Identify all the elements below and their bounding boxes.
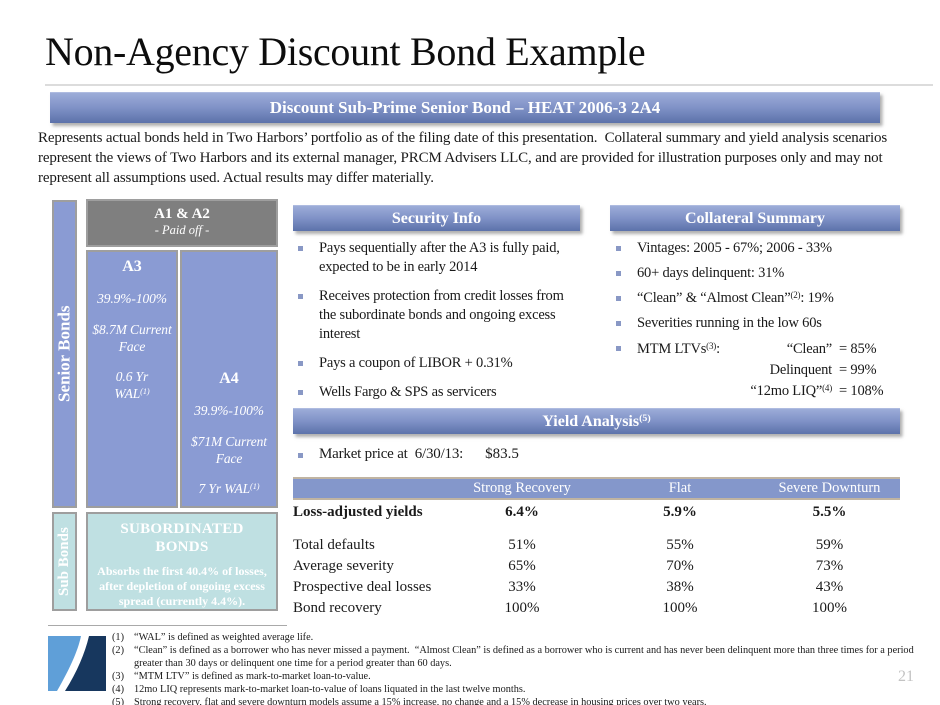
bullet-square-icon [298, 294, 303, 299]
tranche-a3-title: A3 [122, 258, 142, 275]
market-price-item: Market price at 6/30/13: $83.5 [296, 446, 519, 463]
tranche-a3-box: A3 39.9%-100% $8.7M Current Face 0.6 Yr … [86, 250, 178, 508]
subordinated-bonds-title: SUBORDINATED BONDS [120, 521, 244, 555]
footer-divider [48, 625, 287, 626]
list-item: 60+ days delinquent: 31% [614, 264, 910, 283]
tranche-a4-box: A4 39.9%-100% $71M Current Face 7 Yr WAL… [180, 250, 278, 508]
bullet-square-icon [298, 361, 303, 366]
bullet-square-icon [298, 246, 303, 251]
list-item: Severities running in the low 60s [614, 314, 910, 333]
footnote: (2) “Clean” is defined as a borrower who… [112, 645, 917, 669]
footnote: (1) “WAL” is defined as weighted average… [112, 632, 314, 643]
footnote: (3) “MTM LTV” is defined as mark-to-mark… [112, 671, 371, 682]
yield-analysis-header: Yield Analysis(5) [293, 408, 900, 434]
banner-bar: Discount Sub-Prime Senior Bond – HEAT 20… [50, 92, 880, 123]
bullet-square-icon [616, 296, 621, 301]
mtm-ltv-row: “12mo LIQ”(4) = 108% [750, 382, 884, 399]
tranche-a3-wal: 0.6 Yr WAL(1) [114, 369, 150, 401]
table-row: Average severity 65% 70% 73% [293, 558, 844, 574]
senior-bonds-label: Senior Bonds [52, 200, 77, 508]
table-header-row: Strong Recovery Flat Severe Downturn [293, 477, 900, 500]
footnote: (5) Strong recovery, flat and severe dow… [112, 697, 707, 705]
bullet-square-icon [616, 321, 621, 326]
bullet-square-icon [616, 346, 621, 351]
collateral-summary-header: Collateral Summary [610, 205, 900, 231]
tranche-a3-range: 39.9%-100% [97, 291, 167, 306]
bullet-square-icon [616, 271, 621, 276]
subordinated-bonds-box: SUBORDINATED BONDS Absorbs the first 40.… [86, 512, 278, 611]
market-price-value: $83.5 [485, 446, 519, 462]
collateral-summary-list: Vintages: 2005 - 67%; 2006 - 33% 60+ day… [614, 239, 910, 408]
mtm-ltv-block: MTM LTVs(3): “Clean” = 85% Delinquent = … [637, 339, 899, 402]
mtm-ltv-row: MTM LTVs(3): “Clean” = 85% [637, 340, 877, 357]
tranche-a1a2-subtitle: - Paid off - [154, 223, 210, 237]
list-item: Pays sequentially after the A3 is fully … [296, 239, 580, 277]
table-row: Bond recovery 100% 100% 100% [293, 600, 847, 616]
list-item: Pays a coupon of LIBOR + 0.31% [296, 354, 580, 373]
page-title: Non-Agency Discount Bond Example [45, 29, 646, 74]
list-item: Wells Fargo & SPS as servicers [296, 383, 580, 402]
disclaimer-text: Represents actual bonds held in Two Harb… [38, 130, 891, 186]
list-item: “Clean” & “Almost Clean”(2): 19% [614, 289, 910, 308]
tranche-a4-wal: 7 Yr WAL(1) [198, 481, 260, 496]
subordinated-bonds-body: Absorbs the first 40.4% of losses, after… [97, 564, 267, 608]
yield-analysis-table: Strong Recovery Flat Severe Downturn Los… [293, 477, 900, 619]
tranche-a4-range: 39.9%-100% [194, 403, 264, 418]
list-item: Vintages: 2005 - 67%; 2006 - 33% [614, 239, 910, 258]
footnote: (4) 12mo LIQ represents mark-to-market l… [112, 684, 526, 695]
bullet-square-icon [616, 246, 621, 251]
tranche-a4-title: A4 [219, 370, 239, 387]
security-info-header: Security Info [293, 205, 580, 231]
tranche-a3-face: $8.7M Current Face [92, 322, 172, 354]
table-row: Total defaults 51% 55% 59% [293, 537, 844, 553]
bullet-square-icon [298, 453, 303, 458]
tranche-a4-face: $71M Current Face [191, 434, 267, 466]
list-item: Receives protection from credit losses f… [296, 287, 580, 344]
page-number: 21 [898, 668, 914, 685]
title-divider [45, 84, 933, 86]
table-row: Prospective deal losses 33% 38% 43% [293, 579, 844, 595]
footnotes: (1) “WAL” is defined as weighted average… [112, 631, 936, 705]
two-harbors-logo [48, 636, 106, 691]
sub-bonds-label: Sub Bonds [52, 512, 77, 611]
table-row: Loss-adjusted yields 6.4% 5.9% 5.5% [293, 504, 847, 520]
security-info-list: Pays sequentially after the A3 is fully … [296, 239, 580, 412]
list-item-mtm-ltv: MTM LTVs(3): “Clean” = 85% Delinquent = … [614, 339, 910, 402]
tranche-a1a2-box: A1 & A2 - Paid off - [86, 199, 278, 247]
tranche-a1a2-title: A1 & A2 [154, 206, 210, 222]
bullet-square-icon [298, 390, 303, 395]
mtm-ltv-row: Delinquent = 99% [769, 362, 877, 378]
